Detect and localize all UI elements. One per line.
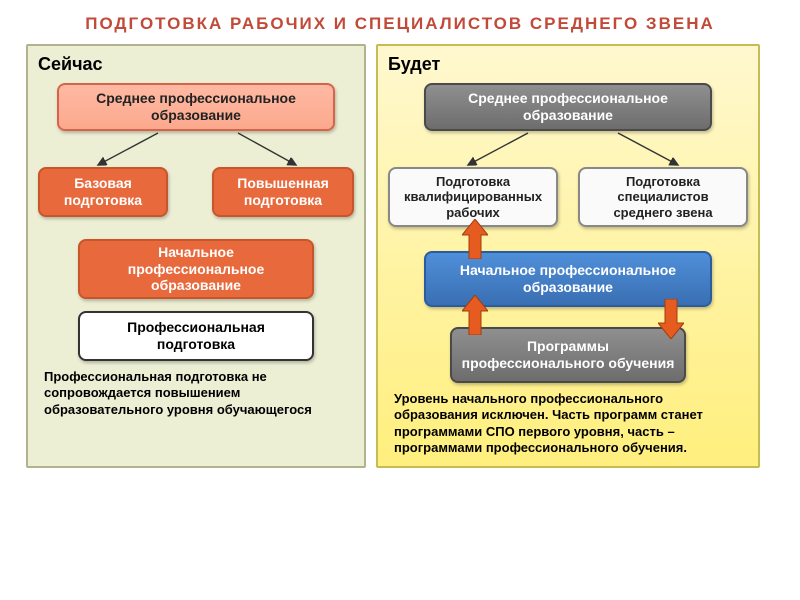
- node-programs: Программы профессионального обучения: [450, 327, 686, 383]
- node-spo-now: Среднее профессиональное образование: [57, 83, 335, 131]
- node-mid-specialists: Подготовка специалистов среднего звена: [578, 167, 748, 227]
- node-npo-now: Начальное профессиональное образование: [78, 239, 314, 299]
- big-arrow-up-1: [462, 219, 488, 259]
- big-arrow-up-2: [462, 295, 488, 335]
- columns: Сейчас Среднее профессиональное образова…: [0, 40, 800, 478]
- caption-now: Профессиональная подготовка не сопровожд…: [38, 369, 354, 418]
- page-title: ПОДГОТОВКА РАБОЧИХ И СПЕЦИАЛИСТОВ СРЕДНЕ…: [0, 0, 800, 40]
- panel-now: Сейчас Среднее профессиональное образова…: [26, 44, 366, 468]
- node-qual-workers: Подготовка квалифицированных рабочих: [388, 167, 558, 227]
- panel-future-header: Будет: [388, 54, 748, 75]
- node-spo-future: Среднее профессиональное образование: [424, 83, 712, 131]
- caption-future: Уровень начального профессионального обр…: [388, 391, 748, 456]
- panel-now-header: Сейчас: [38, 54, 354, 75]
- branch-row-now: Базовая подготовка Повышенная подготовка: [38, 167, 354, 217]
- node-advanced: Повышенная подготовка: [212, 167, 354, 217]
- node-basic: Базовая подготовка: [38, 167, 168, 217]
- big-arrow-down: [658, 299, 684, 339]
- arrows-future: [388, 131, 748, 167]
- node-profprep: Профессиональная подготовка: [78, 311, 314, 361]
- branch-row-future: Подготовка квалифицированных рабочих Под…: [388, 167, 748, 227]
- arrows-now: [38, 131, 354, 167]
- panel-future: Будет Среднее профессиональное образован…: [376, 44, 760, 468]
